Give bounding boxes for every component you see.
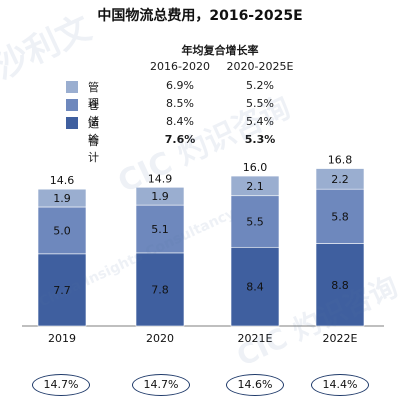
cagr-cell: 8.5% bbox=[166, 97, 194, 110]
x-tick-label-2021e: 2021E bbox=[238, 332, 273, 345]
data-label-storage-2020: 5.1 bbox=[151, 223, 169, 236]
total-label-2021e: 16.0 bbox=[243, 161, 268, 174]
cagr-row-label: 运输 bbox=[88, 117, 99, 146]
data-label-transport-2021e: 8.4 bbox=[246, 281, 264, 294]
data-label-mgmt-2022e: 2.2 bbox=[331, 173, 349, 186]
ratio-badge-2022e: 14.4% bbox=[311, 374, 369, 396]
cagr-cell: 5.2% bbox=[246, 79, 274, 92]
cagr-cell-total: 5.3% bbox=[244, 133, 276, 146]
x-tick-label-2022e: 2022E bbox=[323, 332, 358, 345]
bar-segment-transport-2019 bbox=[37, 253, 87, 327]
data-label-storage-2021e: 5.5 bbox=[246, 216, 264, 229]
data-label-storage-2019: 5.0 bbox=[53, 224, 71, 237]
cagr-cell: 8.4% bbox=[166, 115, 194, 128]
data-label-mgmt-2019: 1.9 bbox=[53, 192, 71, 205]
x-tick-label-2020: 2020 bbox=[146, 332, 174, 345]
total-label-2019: 14.6 bbox=[50, 174, 75, 187]
bar-segment-storage-2022e bbox=[315, 188, 365, 244]
storage-swatch bbox=[66, 99, 78, 111]
ratio-badge-2020: 14.7% bbox=[132, 374, 190, 396]
data-label-mgmt-2021e: 2.1 bbox=[246, 180, 264, 193]
bar-segment-storage-2019 bbox=[37, 206, 87, 255]
bar-segment-storage-2020 bbox=[135, 204, 185, 254]
cagr-cell: 5.5% bbox=[246, 97, 274, 110]
data-label-transport-2022e: 8.8 bbox=[331, 279, 349, 292]
bar-segment-mgmt-2022e bbox=[315, 168, 365, 190]
cagr-cell-total: 7.6% bbox=[164, 133, 196, 146]
x-tick-label-2019: 2019 bbox=[48, 332, 76, 345]
chart-title: 中国物流总费用，2016-2025E bbox=[97, 8, 303, 24]
ratio-badge-2021e: 14.6% bbox=[226, 374, 284, 396]
transport-swatch bbox=[66, 117, 78, 129]
cagr-row-label: 合计 bbox=[88, 135, 99, 164]
bar-segment-transport-2022e bbox=[315, 243, 365, 327]
data-label-storage-2022e: 5.8 bbox=[331, 210, 349, 223]
total-label-2022e: 16.8 bbox=[328, 154, 353, 167]
cagr-cell: 5.4% bbox=[246, 115, 274, 128]
bar-segment-storage-2021e bbox=[230, 195, 280, 248]
cagr-col-2016-2020: 2016-2020 bbox=[150, 60, 210, 73]
bar-segment-mgmt-2021e bbox=[230, 175, 280, 197]
bar-segment-mgmt-2020 bbox=[135, 187, 185, 206]
bar-segment-transport-2020 bbox=[135, 252, 185, 327]
data-label-transport-2020: 7.8 bbox=[151, 283, 169, 296]
mgmt-swatch bbox=[66, 81, 78, 93]
total-label-2020: 14.9 bbox=[148, 172, 173, 185]
cagr-row-label: 仓储 bbox=[88, 99, 99, 128]
bar-segment-mgmt-2019 bbox=[37, 188, 87, 208]
data-label-mgmt-2020: 1.9 bbox=[151, 190, 169, 203]
data-label-transport-2019: 7.7 bbox=[53, 284, 71, 297]
cagr-cell: 6.9% bbox=[166, 79, 194, 92]
cagr-row-label: 管理 bbox=[88, 81, 99, 110]
cagr-table-header: 年均复合增长率 bbox=[181, 44, 259, 57]
cagr-col-2020-2025e: 2020-2025E bbox=[226, 60, 294, 73]
ratio-badge-2019: 14.7% bbox=[32, 374, 90, 396]
